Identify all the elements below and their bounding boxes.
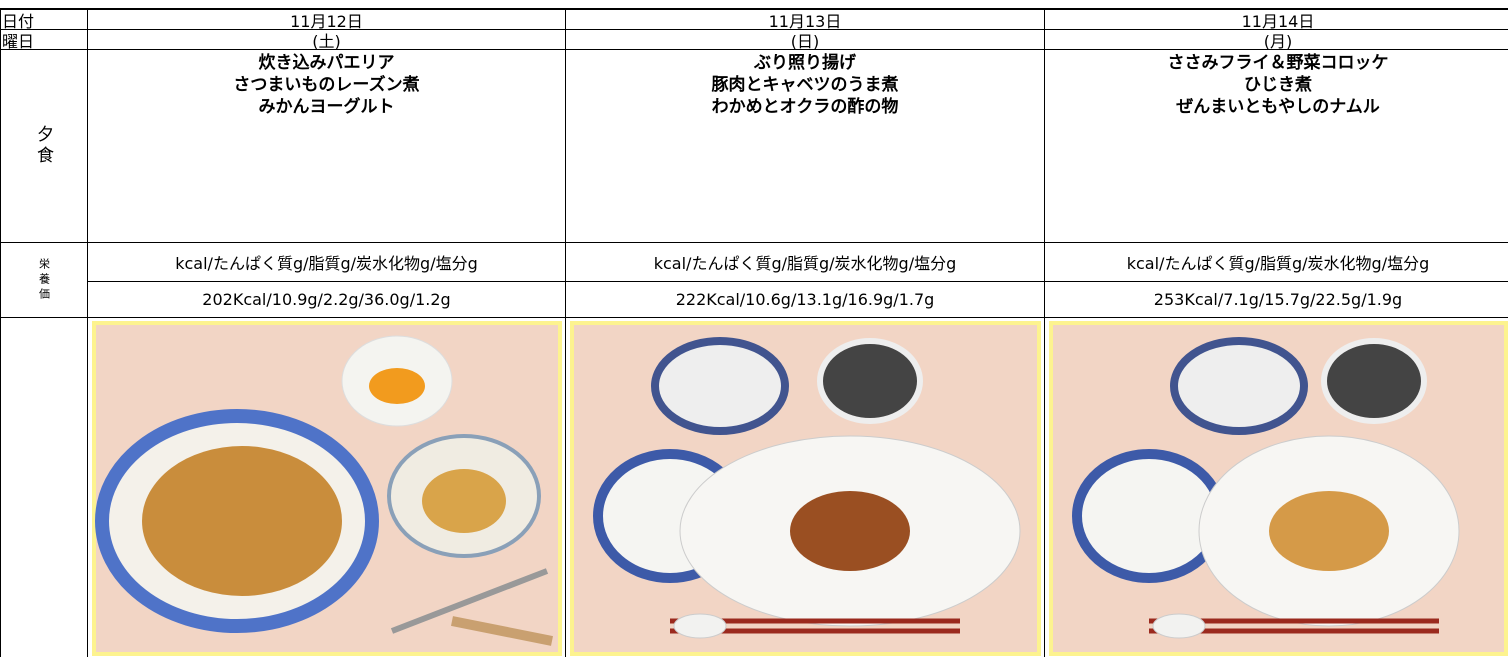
- meal-photo: [1049, 321, 1508, 656]
- dish: ぜんまいともやしのナムル: [1176, 97, 1380, 117]
- nutrition-header: kcal/たんぱく質g/脂質g/炭水化物g/塩分g: [566, 243, 1045, 282]
- nutrition-value: 202Kcal/10.9g/2.2g/36.0g/1.2g: [88, 282, 566, 318]
- nutrition-value-text: 202Kcal/10.9g/2.2g/36.0g/1.2g: [202, 290, 451, 309]
- dish: ぶり照り揚げ: [754, 53, 856, 73]
- date: 11月12日: [88, 10, 566, 31]
- photo-shape: [422, 469, 506, 533]
- photo-shape: [790, 491, 910, 571]
- dish: ささみフライ＆野菜コロッケ: [1167, 53, 1389, 73]
- nutrition-value-text: 222Kcal/10.6g/13.1g/16.9g/1.7g: [675, 290, 935, 309]
- nutrition-value: 222Kcal/10.6g/13.1g/16.9g/1.7g: [566, 282, 1045, 318]
- dish: 炊き込みパエリア: [258, 53, 395, 73]
- photo-shape: [673, 613, 727, 639]
- weekday: (日): [566, 30, 1045, 51]
- dish: 豚肉とキャベツのうま煮: [711, 75, 899, 95]
- dishes: ささみフライ＆野菜コロッケ ひじき煮 ぜんまいともやしのナムル: [1045, 50, 1508, 243]
- nutrition-header-text: kcal/たんぱく質g/脂質g/炭水化物g/塩分g: [1126, 254, 1430, 273]
- top-border: [0, 8, 1508, 10]
- meal-photo: [92, 321, 562, 656]
- dish: さつまいものレーズン煮: [233, 75, 420, 95]
- nutrition-label: 栄養価: [0, 243, 88, 318]
- photo-shape: [1072, 449, 1226, 583]
- weekday: (月): [1045, 30, 1508, 51]
- weekday-label: 曜日: [0, 30, 88, 51]
- photo-shape: [651, 337, 789, 435]
- dish: みかんヨーグルト: [258, 97, 395, 117]
- weekday-text: (土): [312, 31, 341, 51]
- photo-shape: [1152, 613, 1206, 639]
- nutrition-header: kcal/たんぱく質g/脂質g/炭水化物g/塩分g: [1045, 243, 1508, 282]
- photo-shape: [369, 368, 425, 404]
- nutrition-header: kcal/たんぱく質g/脂質g/炭水化物g/塩分g: [88, 243, 566, 282]
- dishes: 炊き込みパエリア さつまいものレーズン煮 みかんヨーグルト: [88, 50, 566, 243]
- nutrition-label-text: 栄養価: [37, 257, 51, 303]
- date: 11月13日: [566, 10, 1045, 31]
- date: 11月14日: [1045, 10, 1508, 31]
- left-border: [0, 8, 1, 318]
- photo-shape: [1269, 491, 1389, 571]
- date-label-text: 日付: [2, 11, 35, 31]
- nutrition-value-text: 253Kcal/7.1g/15.7g/22.5g/1.9g: [1153, 290, 1403, 309]
- photo-shape: [142, 446, 342, 596]
- photo-shape: [817, 338, 923, 424]
- nutrition-header-text: kcal/たんぱく質g/脂質g/炭水化物g/塩分g: [175, 254, 478, 273]
- dish: ひじき煮: [1244, 75, 1312, 95]
- photo-shape: [1170, 337, 1308, 435]
- photo-cell: [88, 318, 566, 657]
- weekday-label-text: 曜日: [2, 31, 35, 51]
- weekday-text: (月): [1263, 31, 1293, 51]
- date-text: 11月12日: [290, 11, 363, 31]
- date-text: 11月14日: [1241, 11, 1315, 31]
- dishes: ぶり照り揚げ 豚肉とキャベツのうま煮 わかめとオクラの酢の物: [566, 50, 1045, 243]
- photo-shape: [390, 568, 549, 634]
- weekday: (土): [88, 30, 566, 51]
- meal-photo: [570, 321, 1041, 656]
- dinner-label-text: 夕食: [33, 125, 53, 167]
- photo-label: [0, 318, 88, 657]
- nutrition-header-text: kcal/たんぱく質g/脂質g/炭水化物g/塩分g: [653, 254, 957, 273]
- weekday-text: (日): [790, 31, 820, 51]
- nutrition-value: 253Kcal/7.1g/15.7g/22.5g/1.9g: [1045, 282, 1508, 318]
- dish: わかめとオクラの酢の物: [711, 97, 899, 117]
- date-label: 日付: [0, 10, 88, 31]
- photo-cell: [566, 318, 1045, 657]
- photo-shape: [1321, 338, 1427, 424]
- photo-shape: [451, 616, 553, 646]
- dinner-label: 夕食: [0, 50, 88, 243]
- date-text: 11月13日: [768, 11, 842, 31]
